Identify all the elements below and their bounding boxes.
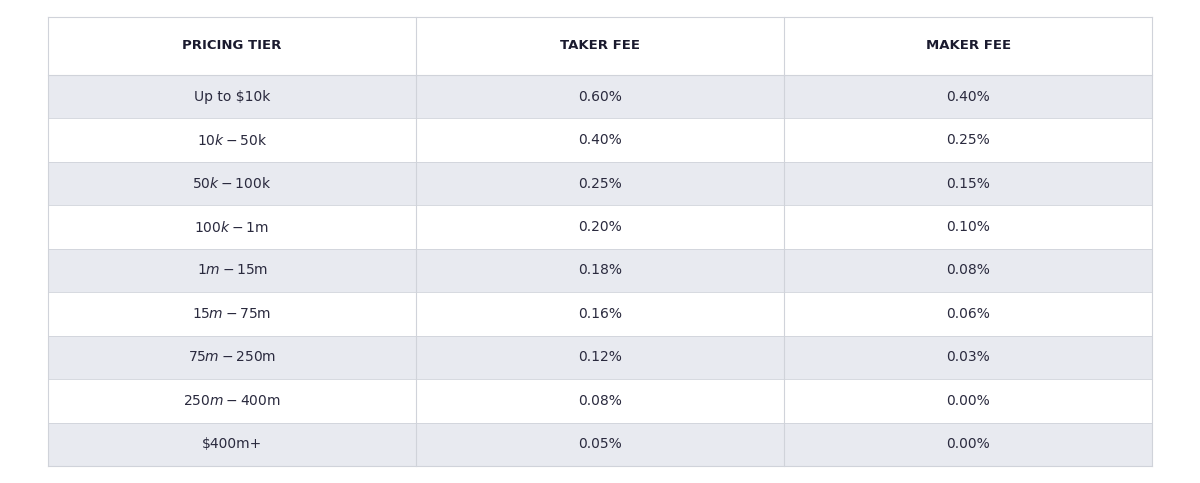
Bar [48,75,415,118]
Bar [415,336,785,379]
Text: 0.00%: 0.00% [947,394,990,408]
Bar [415,292,785,336]
Bar [785,249,1152,292]
Bar [415,162,785,205]
Bar [785,17,1152,75]
Text: $75m - $250m: $75m - $250m [187,351,276,364]
Bar [48,162,415,205]
Text: 0.16%: 0.16% [578,307,622,321]
Text: $50k - $100k: $50k - $100k [192,176,271,191]
Text: 0.00%: 0.00% [947,438,990,451]
Bar [785,118,1152,162]
Text: $250m - $400m: $250m - $400m [182,394,281,408]
Text: 0.40%: 0.40% [947,90,990,103]
Text: TAKER FEE: TAKER FEE [560,40,640,52]
Bar [48,205,415,249]
Bar [48,423,415,466]
Text: 0.60%: 0.60% [578,90,622,103]
Text: 0.05%: 0.05% [578,438,622,451]
Text: PRICING TIER: PRICING TIER [182,40,282,52]
Bar [48,336,415,379]
Text: 0.10%: 0.10% [947,220,990,234]
Bar [785,379,1152,423]
Bar [785,162,1152,205]
Text: $400m+: $400m+ [202,438,262,451]
Text: 0.15%: 0.15% [947,177,990,190]
Bar [48,249,415,292]
Bar [48,17,415,75]
Bar [785,336,1152,379]
Text: $10k - $50k: $10k - $50k [197,132,268,148]
Bar [415,249,785,292]
Text: 0.08%: 0.08% [578,394,622,408]
Text: $1m - $15m: $1m - $15m [197,264,268,277]
Bar [785,423,1152,466]
Text: 0.18%: 0.18% [578,264,622,277]
Text: 0.25%: 0.25% [947,133,990,147]
Text: 0.20%: 0.20% [578,220,622,234]
Bar [415,118,785,162]
Bar [415,423,785,466]
Text: 0.40%: 0.40% [578,133,622,147]
Text: 0.08%: 0.08% [947,264,990,277]
Text: $15m - $75m: $15m - $75m [192,307,271,321]
Bar [785,75,1152,118]
Bar [415,379,785,423]
Text: MAKER FEE: MAKER FEE [925,40,1010,52]
Text: 0.12%: 0.12% [578,351,622,364]
Bar [785,205,1152,249]
Text: 0.03%: 0.03% [947,351,990,364]
Bar [785,292,1152,336]
Text: Up to $10k: Up to $10k [193,90,270,103]
Bar [48,292,415,336]
Text: 0.06%: 0.06% [947,307,990,321]
Text: 0.25%: 0.25% [578,177,622,190]
Bar [415,205,785,249]
Bar [48,118,415,162]
Text: $100k - $1m: $100k - $1m [194,219,269,235]
Bar [415,17,785,75]
Bar [415,75,785,118]
Bar [48,379,415,423]
